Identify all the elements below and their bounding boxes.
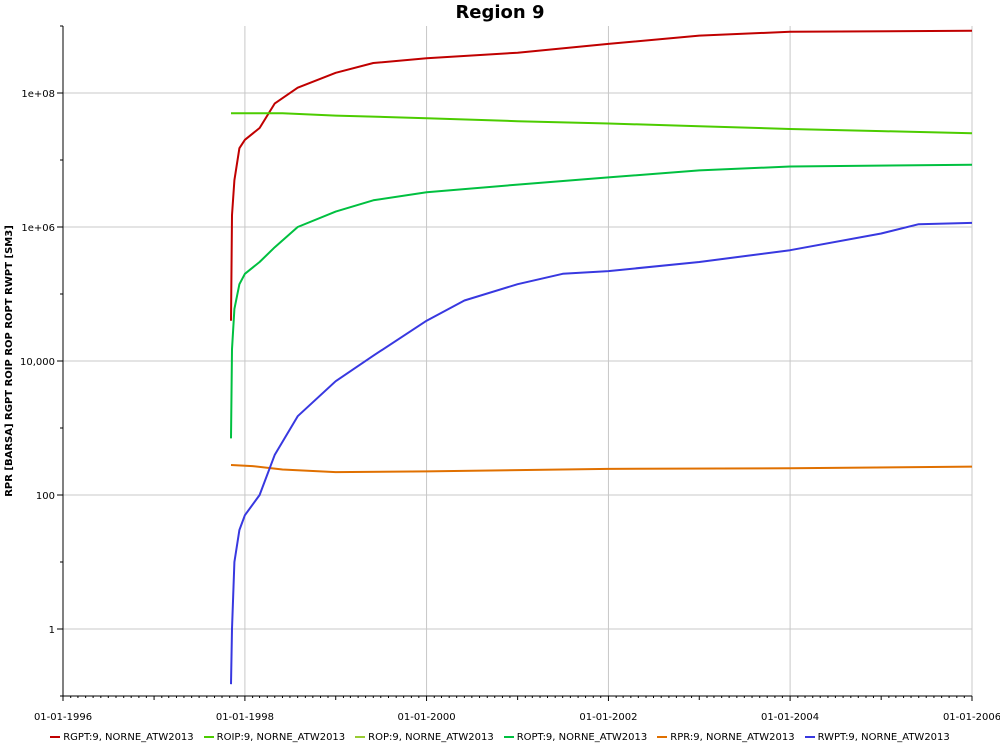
y-tick-label: 10,000: [20, 357, 55, 368]
legend: RGPT:9, NORNE_ATW2013 ROIP:9, NORNE_ATW20…: [0, 729, 1000, 745]
legend-label: RGPT:9, NORNE_ATW2013: [63, 731, 194, 743]
legend-label: ROPT:9, NORNE_ATW2013: [516, 731, 648, 743]
grid-lines: [63, 26, 973, 696]
series-line-roip: [231, 112, 973, 135]
legend-label: ROIP:9, NORNE_ATW2013: [216, 731, 346, 743]
y-axis-label: RPR [BARSA] RGPT ROIP ROP ROPT RWPT [SM3…: [4, 225, 15, 497]
series-line-rwpt: [230, 221, 973, 685]
series-line-rgpt: [230, 29, 973, 321]
x-tick-label: 01-01-1996: [34, 712, 92, 723]
line-chart: 01-01-1996 01-01-1998 01-01-2000 01-01-2002…: [4, 25, 1000, 723]
legend-label: ROP:9, NORNE_ATW2013: [368, 731, 494, 743]
legend-item: RPR:9, NORNE_ATW2013: [657, 729, 795, 745]
series-line-ropt: [230, 163, 973, 439]
legend-label: RWPT:9, NORNE_ATW2013: [817, 731, 950, 743]
legend-item: ROIP:9, NORNE_ATW2013: [203, 729, 346, 745]
legend-swatch: [203, 736, 214, 738]
tick-labels: 01-01-1996 01-01-1998 01-01-2000 01-01-2002…: [4, 89, 1000, 723]
legend-item: ROP:9, NORNE_ATW2013: [355, 729, 494, 745]
y-tick-label: 100: [36, 491, 55, 502]
series-lines: [230, 29, 973, 685]
legend-swatch: [355, 736, 366, 738]
axes: [57, 25, 973, 701]
y-tick-label: 1: [49, 625, 55, 636]
legend-swatch: [50, 736, 61, 738]
legend-item: RWPT:9, NORNE_ATW2013: [804, 729, 950, 745]
x-tick-label: 01-01-2006: [943, 712, 1000, 723]
legend-swatch: [657, 736, 668, 738]
legend-label: RPR:9, NORNE_ATW2013: [670, 731, 795, 743]
legend-swatch: [503, 736, 514, 738]
x-tick-label: 01-01-2000: [397, 712, 455, 723]
y-tick-label: 1e+08: [21, 89, 55, 100]
x-tick-label: 01-01-1998: [216, 712, 274, 723]
x-tick-label: 01-01-2002: [579, 712, 637, 723]
y-tick-label: 1e+06: [21, 223, 55, 234]
chart-title: Region 9: [455, 2, 545, 23]
legend-swatch: [804, 736, 815, 738]
legend-item: ROPT:9, NORNE_ATW2013: [503, 729, 648, 745]
series-line-rpr: [230, 464, 973, 474]
legend-item: RGPT:9, NORNE_ATW2013: [50, 729, 194, 745]
x-tick-label: 01-01-2004: [761, 712, 819, 723]
